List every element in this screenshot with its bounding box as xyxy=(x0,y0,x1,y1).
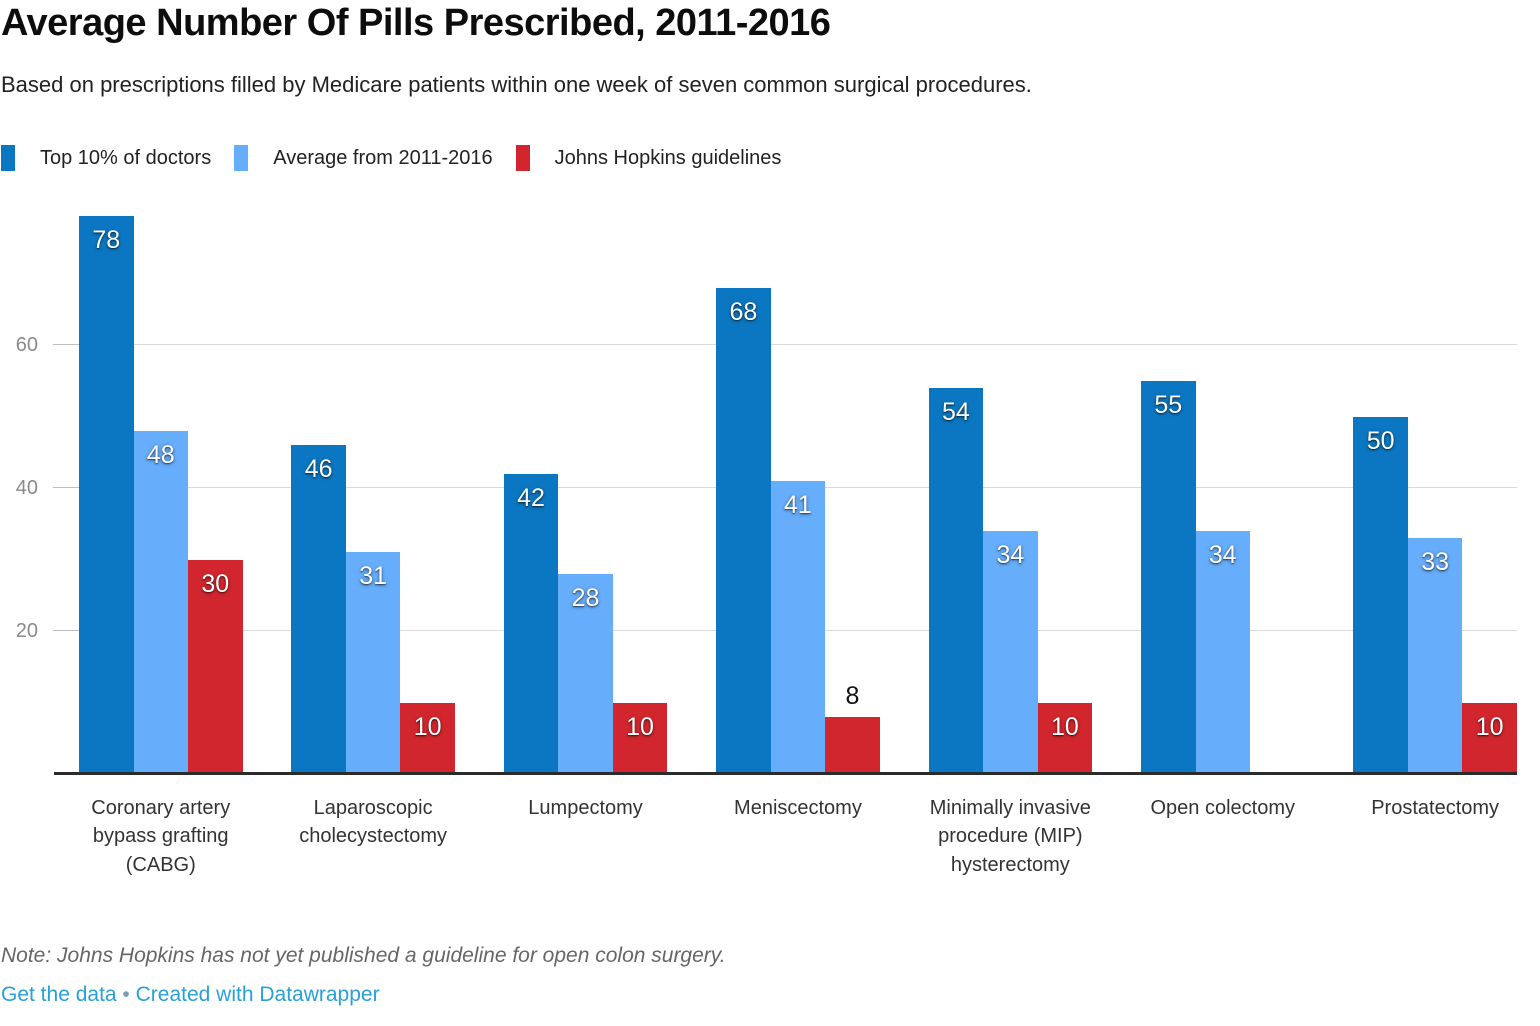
bar xyxy=(503,473,559,774)
legend-label: Top 10% of doctors xyxy=(40,146,212,169)
bar xyxy=(1462,702,1517,774)
bar xyxy=(79,216,134,774)
legend-label: Average from 2011-2016 xyxy=(273,146,493,169)
bar xyxy=(400,702,455,774)
legend-swatch-icon xyxy=(1,145,15,171)
bar xyxy=(825,716,880,774)
bar xyxy=(1407,538,1463,774)
legend-swatch-icon xyxy=(234,145,249,171)
get-the-data-link[interactable]: Get the data xyxy=(1,983,117,1006)
bar-value-label: 48 xyxy=(146,440,175,469)
x-axis-line xyxy=(54,772,1517,775)
legend-label: Johns Hopkins guidelines xyxy=(554,146,782,169)
bar-value-label: 54 xyxy=(941,397,970,426)
legend-item: Top 10% of doctors xyxy=(1,145,211,171)
bar xyxy=(716,287,771,774)
y-axis-tick-label: 60 xyxy=(15,334,38,356)
legend-item: Johns Hopkins guidelines xyxy=(515,145,782,171)
bar-value-label: 8 xyxy=(845,681,860,710)
bar-value-label: 10 xyxy=(626,712,654,741)
bar xyxy=(1037,702,1093,774)
x-axis-category-label: Meniscectomy xyxy=(734,797,862,819)
bar-value-label: 34 xyxy=(996,540,1025,569)
x-axis-category-label: Laparoscopic cholecystectomy xyxy=(299,797,448,848)
bar-value-label: 30 xyxy=(201,569,230,598)
y-axis-tick xyxy=(53,487,79,488)
bar xyxy=(1353,416,1408,774)
bar-value-label: 50 xyxy=(1366,426,1395,455)
chart-note: Note: Johns Hopkins has not yet publishe… xyxy=(1,944,726,967)
bar xyxy=(558,573,613,774)
bar-value-label: 78 xyxy=(92,226,121,255)
bar xyxy=(983,530,1038,774)
bar-value-label: 41 xyxy=(784,490,812,519)
bar-value-label: 42 xyxy=(517,483,545,512)
bar-value-label: 46 xyxy=(304,455,333,484)
legend-swatch-icon xyxy=(515,145,530,171)
y-axis-tick-label: 20 xyxy=(15,620,38,642)
legend: Top 10% of doctors Average from 2011-2016… xyxy=(1,145,781,171)
bar xyxy=(188,559,243,774)
y-axis-tick xyxy=(53,344,79,345)
created-with-datawrapper-link[interactable]: Created with Datawrapper xyxy=(135,983,380,1006)
x-axis-category-label: Lumpectomy xyxy=(528,797,643,819)
bar xyxy=(770,480,826,774)
legend-item: Average from 2011-2016 xyxy=(234,145,493,171)
bar xyxy=(612,702,668,774)
chart-title: Average Number Of Pills Prescribed, 2011… xyxy=(1,2,831,44)
bar-value-label: 34 xyxy=(1208,540,1237,569)
bar xyxy=(291,445,346,774)
bar xyxy=(1141,380,1196,774)
gridline xyxy=(54,344,1517,345)
y-axis-tick xyxy=(53,630,79,631)
bar-value-label: 31 xyxy=(359,562,388,591)
bar xyxy=(133,430,188,774)
x-axis-category-label: Prostatectomy xyxy=(1371,797,1500,819)
chart-subtitle: Based on prescriptions filled by Medicar… xyxy=(1,72,1032,97)
x-axis-category-label: Minimally invasive procedure (MIP) hyste… xyxy=(929,797,1091,876)
x-axis-category-label: Coronary artery bypass grafting (CABG) xyxy=(91,797,231,876)
x-axis-category-label: Open colectomy xyxy=(1150,797,1295,819)
bar-value-label: 33 xyxy=(1421,548,1450,577)
bar-value-label: 10 xyxy=(413,712,442,741)
bar-value-label: 10 xyxy=(1050,712,1079,741)
bar-value-label: 28 xyxy=(571,583,600,612)
bar xyxy=(928,387,984,774)
footer-separator: • xyxy=(116,983,136,1006)
footer-links: Get the data • Created with Datawrapper xyxy=(1,983,380,1007)
bar-value-label: 10 xyxy=(1475,712,1504,741)
bar-value-label: 55 xyxy=(1154,390,1183,419)
y-axis-tick-label: 40 xyxy=(15,477,38,499)
bar xyxy=(1195,530,1250,774)
bar xyxy=(345,552,401,774)
bar-value-label: 68 xyxy=(729,297,758,326)
